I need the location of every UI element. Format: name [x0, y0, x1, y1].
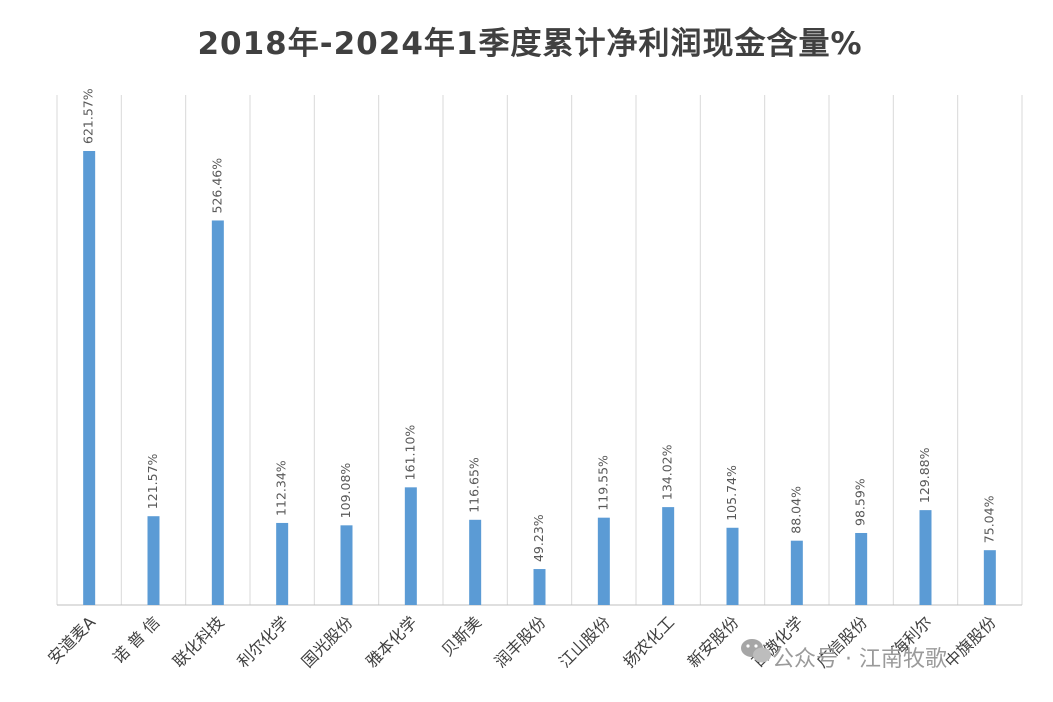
chart-title: 2018年-2024年1季度累计净利润现金含量% — [197, 26, 862, 62]
bar — [340, 525, 353, 605]
bar — [919, 510, 932, 605]
category-label: 江山股份 — [555, 613, 614, 672]
data-label: 88.04% — [788, 486, 803, 534]
bar — [855, 532, 868, 605]
category-label: 利尔化学 — [233, 613, 292, 672]
bar — [726, 527, 739, 605]
category-label: 雅本化学 — [362, 613, 421, 672]
data-label: 98.59% — [853, 478, 868, 526]
data-label: 121.57% — [145, 453, 160, 509]
category-label: 新安股份 — [684, 613, 743, 672]
bar — [211, 220, 224, 605]
watermark: 公众号 · 江南牧歌 — [741, 639, 947, 672]
data-label: 112.34% — [274, 460, 289, 516]
data-label: 119.55% — [595, 455, 610, 511]
category-label: 中旗股份 — [941, 613, 1000, 672]
data-label: 161.10% — [402, 425, 417, 481]
bar — [790, 540, 803, 605]
category-label: 扬农化工 — [619, 613, 678, 672]
category-label: 润丰股份 — [491, 613, 550, 672]
data-label: 75.04% — [981, 495, 996, 543]
category-label: 贝斯美 — [438, 613, 485, 660]
category-label: 诺 普 信 — [109, 613, 164, 668]
wechat-icon — [741, 639, 771, 663]
bars — [83, 151, 996, 605]
bar — [404, 487, 417, 605]
bar — [276, 522, 289, 605]
category-label: 联化科技 — [169, 613, 228, 672]
data-label: 109.08% — [338, 463, 353, 519]
data-label: 129.88% — [917, 447, 932, 503]
bar — [983, 550, 996, 605]
bar — [662, 507, 675, 605]
data-label: 49.23% — [531, 514, 546, 562]
data-label: 134.02% — [660, 444, 675, 500]
data-label: 105.74% — [724, 465, 739, 521]
data-label: 116.65% — [467, 457, 482, 513]
bar — [147, 516, 160, 605]
data-label: 621.57% — [81, 88, 96, 144]
category-label: 国光股份 — [298, 613, 357, 672]
bar — [597, 517, 610, 605]
data-labels: 621.57% 121.57% 526.46% 112.34% 109.08% 161.1… — [81, 88, 997, 562]
bar — [533, 569, 546, 605]
data-label: 526.46% — [209, 158, 224, 214]
watermark-text: 公众号 · 江南牧歌 — [772, 647, 947, 672]
bar — [469, 519, 482, 605]
category-label: 安道麦A — [44, 613, 99, 668]
bar — [83, 151, 96, 605]
